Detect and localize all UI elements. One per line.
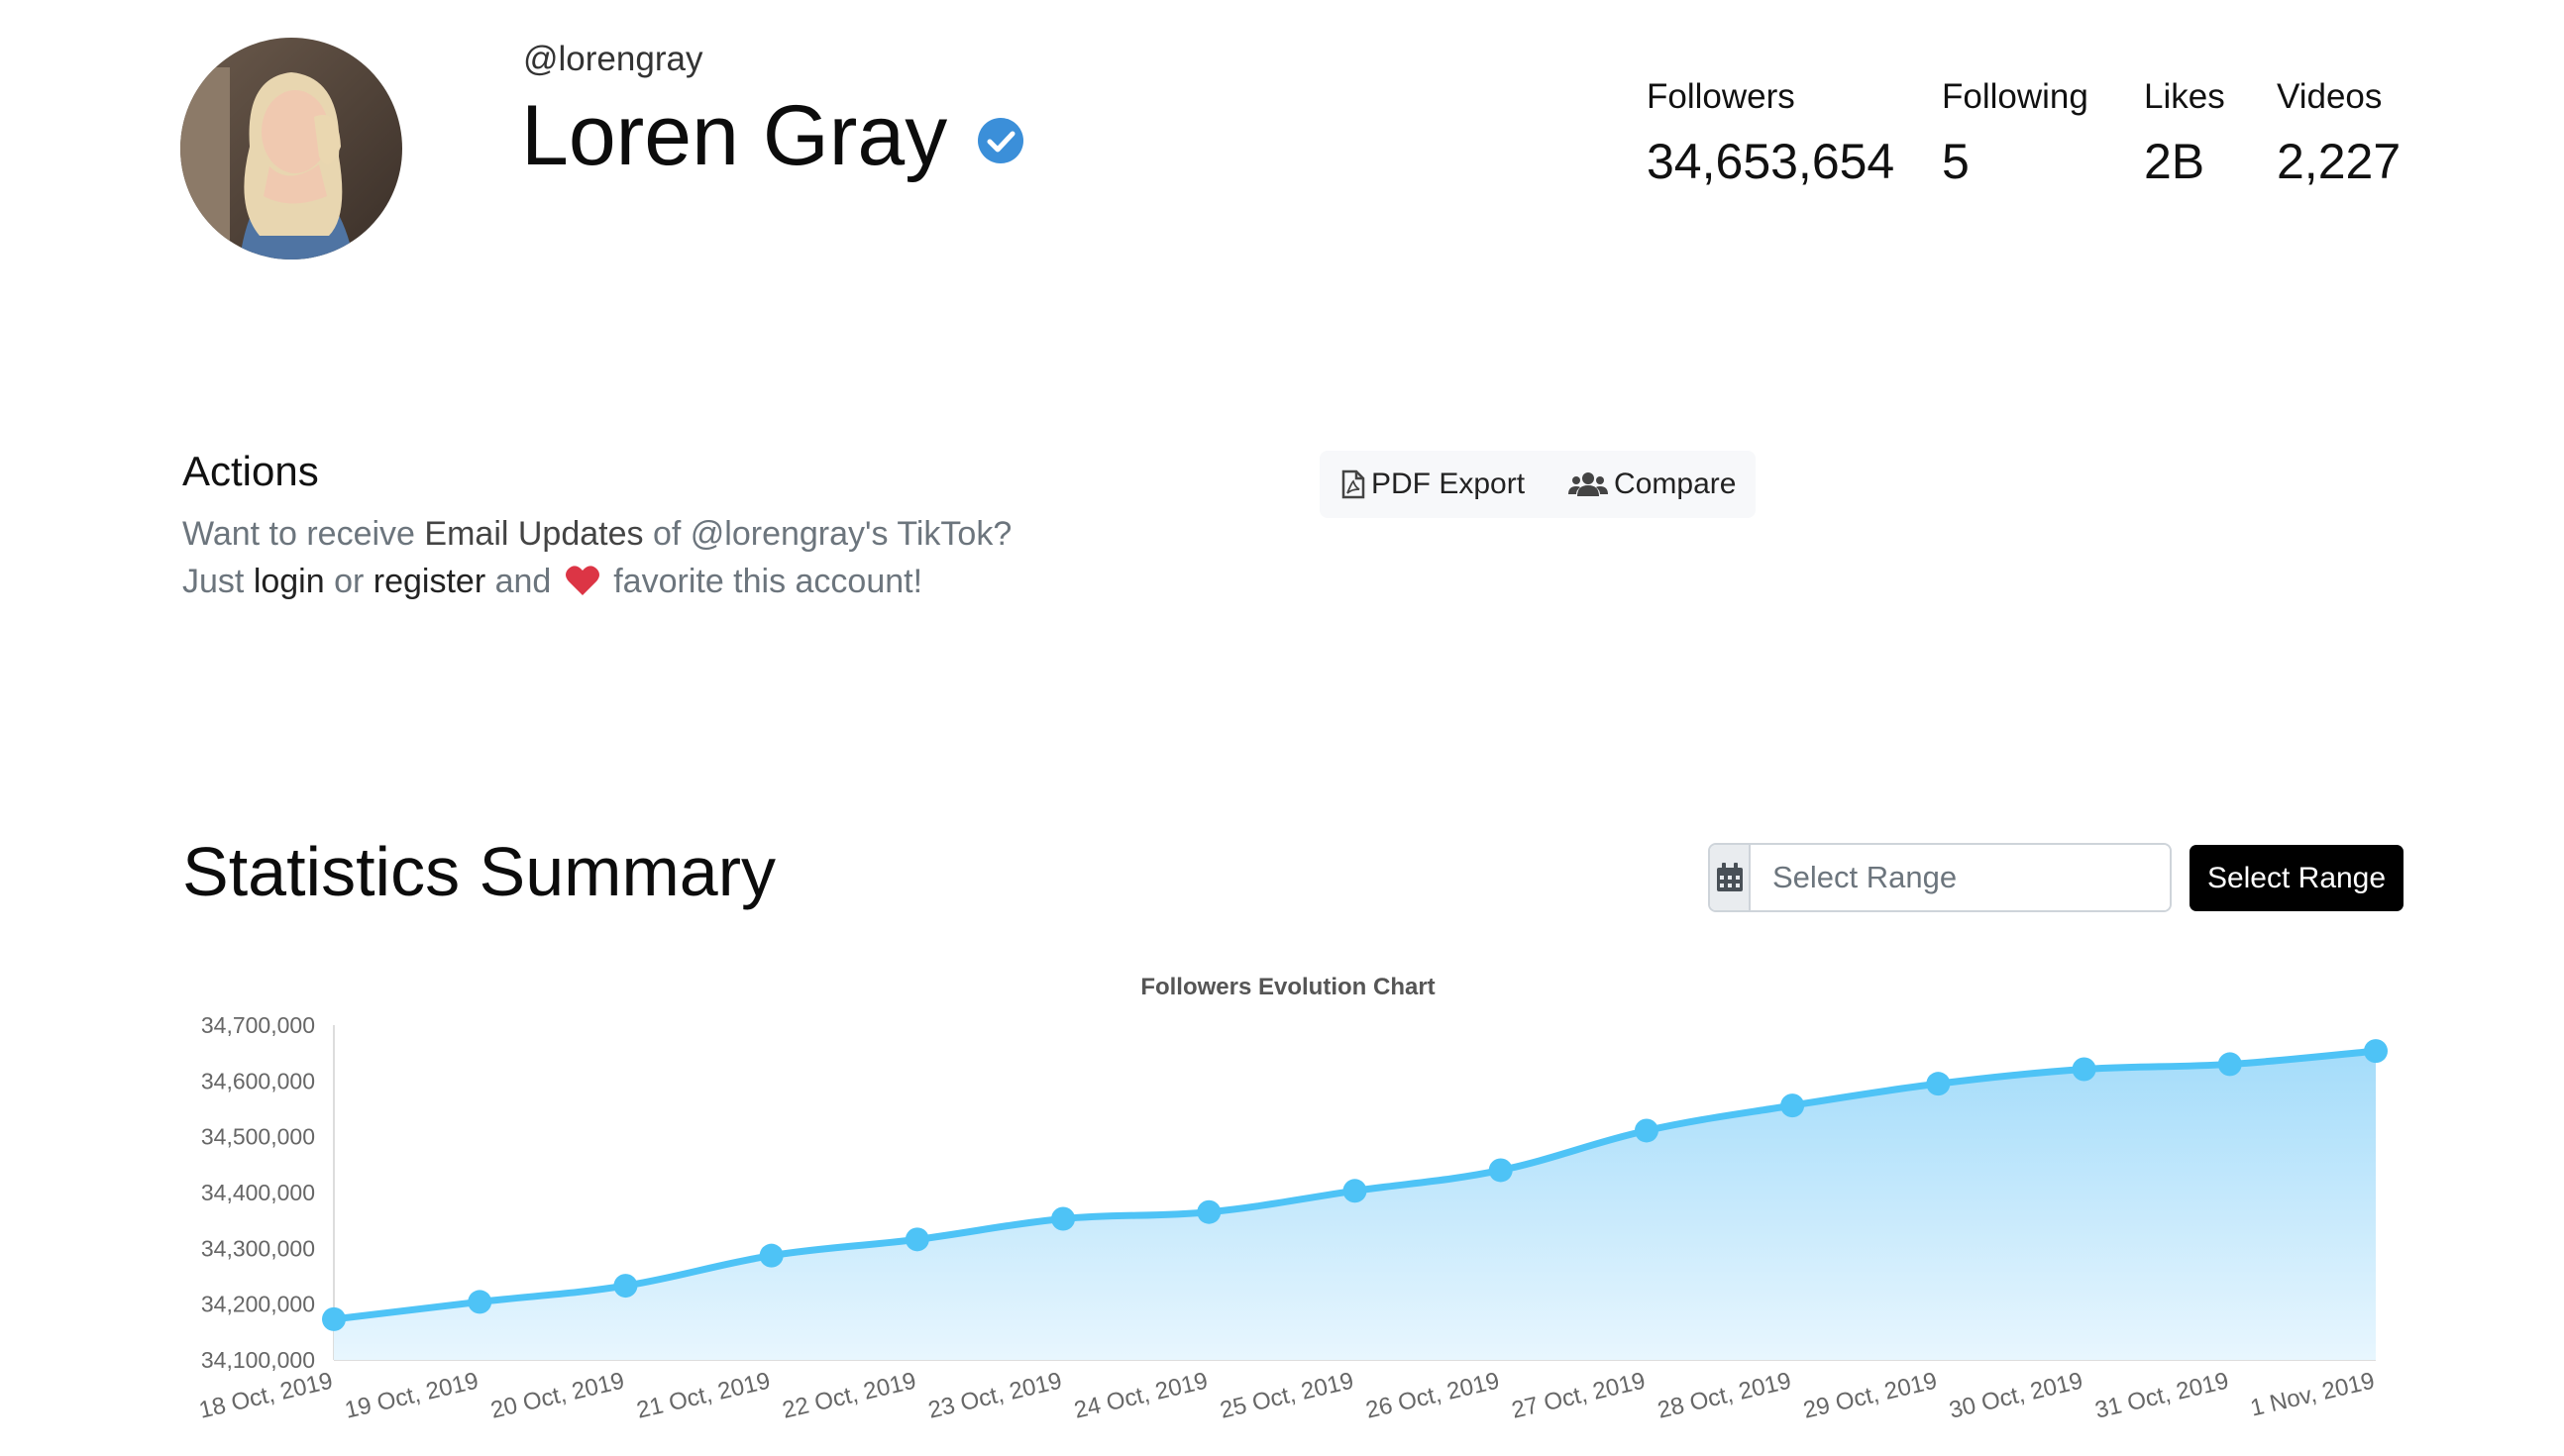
data-point[interactable] [1780,1093,1805,1118]
profile-name: Loren Gray [521,88,948,183]
x-tick-label: 18 Oct, 2019 [196,1368,335,1424]
followers-area [334,1051,2376,1360]
actions-title: Actions [182,448,319,494]
login-link[interactable]: login [253,563,325,600]
pdf-export-button[interactable]: PDF Export [1320,451,1547,518]
stat-following-value: 5 [1942,134,1970,189]
stat-followers-label: Followers [1647,77,1795,116]
stat-following: Following 5 [1942,77,2088,190]
stat-likes-label: Likes [2144,77,2225,116]
stat-following-label: Following [1942,77,2088,116]
stat-followers: Followers 34,653,654 [1647,77,1894,190]
data-point[interactable] [2072,1057,2096,1082]
chart-title: Followers Evolution Chart [1140,974,1435,1000]
y-tick-label: 34,700,000 [201,1012,315,1038]
x-tick-label: 24 Oct, 2019 [1072,1368,1211,1424]
y-tick-label: 34,500,000 [201,1124,315,1150]
data-point[interactable] [1197,1199,1222,1224]
x-tick-label: 22 Oct, 2019 [780,1368,918,1424]
y-tick-label: 34,600,000 [201,1068,315,1093]
x-axis: 18 Oct, 2019 19 Oct, 2019 20 Oct, 2019 21 O… [196,1359,2377,1424]
pdf-export-label: PDF Export [1371,468,1526,500]
pdf-file-icon [1341,469,1365,499]
y-axis: 34,100,000 34,200,000 34,300,000 34,400,000… [201,1012,335,1373]
data-point[interactable] [2217,1052,2242,1077]
actions-line-2: Just login or register and favorite this… [182,563,922,601]
y-tick-label: 34,400,000 [201,1180,315,1205]
date-range-group [1708,843,2172,912]
statistics-summary-title: Statistics Summary [182,833,776,910]
x-tick-label: 21 Oct, 2019 [634,1368,773,1424]
users-icon [1568,472,1609,496]
data-point[interactable] [322,1306,346,1331]
select-range-button[interactable]: Select Range [2190,845,2404,911]
data-point[interactable] [759,1243,784,1268]
data-points [322,1039,2388,1331]
x-tick-label: 1 Nov, 2019 [2248,1368,2377,1422]
verified-badge-icon [978,117,1024,163]
compare-label: Compare [1614,468,1737,500]
data-point[interactable] [1051,1206,1076,1231]
x-tick-label: 28 Oct, 2019 [1656,1368,1794,1424]
y-tick-label: 34,100,000 [201,1347,315,1373]
followers-evolution-chart: Followers Evolution Chart 34,100,000 34,2… [196,974,2388,1424]
stat-videos-value: 2,227 [2277,134,2402,189]
x-tick-label: 27 Oct, 2019 [1509,1368,1648,1424]
data-point[interactable] [613,1274,638,1299]
x-tick-label: 26 Oct, 2019 [1363,1368,1502,1424]
stat-likes: Likes 2B [2144,77,2225,190]
x-tick-label: 30 Oct, 2019 [1947,1368,2085,1424]
calendar-icon [1716,863,1743,891]
data-point[interactable] [905,1227,929,1252]
export-compare-group: PDF Export Compare [1320,451,1756,518]
x-tick-label: 20 Oct, 2019 [488,1368,627,1424]
date-range-input[interactable] [1751,845,2170,910]
avatar [180,38,402,260]
register-link[interactable]: register [373,563,486,600]
actions-line2-prefix: Just [182,563,254,600]
email-updates-text: Email Updates [424,515,644,553]
data-point[interactable] [2364,1039,2388,1064]
data-point[interactable] [1342,1179,1367,1203]
actions-line1-prefix: Want to receive [182,515,425,553]
actions-line2-or: or [324,563,374,600]
stat-videos: Videos 2,227 [2277,77,2401,190]
profile-name-row: Loren Gray [521,87,1024,185]
data-point[interactable] [1926,1072,1951,1096]
actions-line1-suffix: of @lorengray's TikTok? [643,515,1013,553]
x-tick-label: 23 Oct, 2019 [925,1368,1064,1424]
x-tick-label: 29 Oct, 2019 [1801,1368,1940,1424]
y-tick-label: 34,200,000 [201,1292,315,1317]
profile-handle: @lorengray [523,40,703,78]
calendar-addon[interactable] [1710,845,1751,910]
stat-videos-label: Videos [2277,77,2383,116]
actions-line2-and: and [485,563,561,600]
stat-likes-value: 2B [2144,134,2205,189]
x-tick-label: 19 Oct, 2019 [343,1368,481,1424]
data-point[interactable] [1488,1158,1513,1183]
data-point[interactable] [468,1290,492,1314]
actions-line2-suffix: favorite this account! [603,563,923,600]
heart-icon [565,566,599,595]
x-tick-label: 25 Oct, 2019 [1218,1368,1356,1424]
data-point[interactable] [1634,1118,1658,1143]
y-tick-label: 34,300,000 [201,1235,315,1261]
x-tick-label: 31 Oct, 2019 [2092,1368,2231,1424]
stat-followers-value: 34,653,654 [1647,134,1895,189]
compare-button[interactable]: Compare [1547,451,1758,518]
actions-line-1: Want to receive Email Updates of @loreng… [182,515,1012,554]
profile-photo-icon [180,38,402,260]
